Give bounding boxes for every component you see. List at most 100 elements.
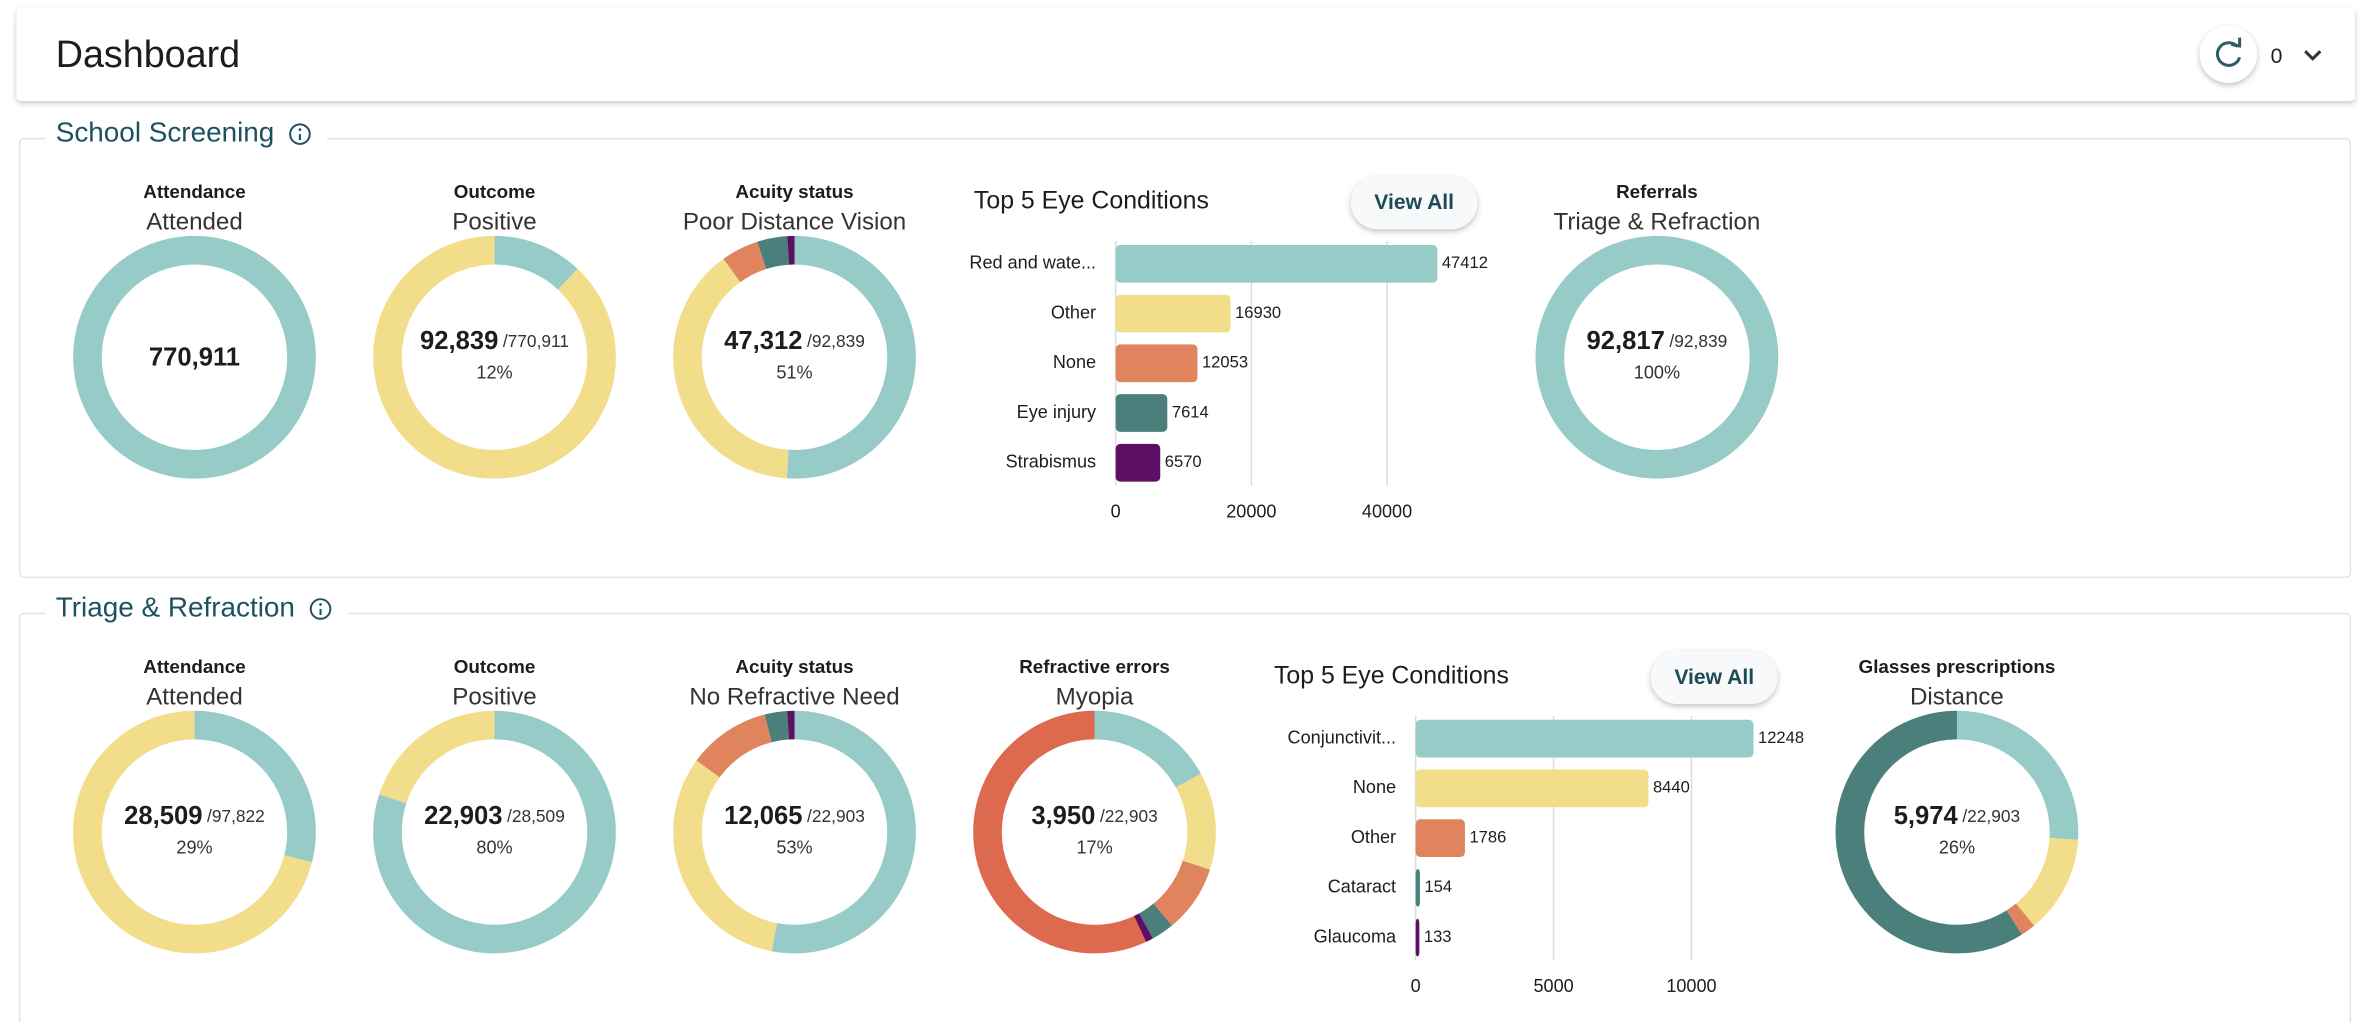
card-heading: Acuity status bbox=[735, 656, 853, 677]
donut-card: Referrals Triage & Refraction 92,817/92,83… bbox=[1535, 181, 1779, 479]
header: Dashboard 0 bbox=[16, 7, 2355, 101]
donut-total: /28,509 bbox=[507, 806, 565, 826]
donut-value: 28,509 bbox=[124, 802, 202, 830]
donut-total: /92,839 bbox=[1669, 331, 1727, 351]
refresh-arrow[interactable] bbox=[2231, 37, 2242, 48]
card-heading: Attendance bbox=[143, 181, 246, 202]
donut-center-value: 5,974/22,903 bbox=[1894, 802, 2020, 830]
view-all-button[interactable]: View All bbox=[1650, 651, 1778, 704]
donut-center-value: 47,312/92,839 bbox=[724, 327, 865, 355]
section: School Screening Attendance Attended 770,91… bbox=[18, 117, 2352, 579]
donut-segment bbox=[73, 710, 316, 954]
section-title-bg bbox=[45, 117, 328, 154]
donut-total: /22,903 bbox=[1100, 806, 1158, 826]
chart-title: Top 5 Eye Conditions bbox=[1274, 661, 1509, 689]
refresh-circle[interactable] bbox=[2199, 25, 2257, 83]
bar-chart-card: Top 5 Eye Conditions View All 0 5000 10000 Co… bbox=[1274, 651, 1804, 996]
bar-value-label: 6570 bbox=[1165, 452, 1202, 471]
donut-card: Attendance Attended 770,911 bbox=[73, 181, 316, 479]
donut-center-value: 28,509/97,822 bbox=[124, 802, 265, 830]
donut-segment bbox=[73, 235, 316, 479]
bar bbox=[1415, 819, 1465, 857]
card-heading: Refractive errors bbox=[1019, 656, 1170, 677]
donut-percent: 53% bbox=[776, 837, 812, 857]
x-tick-label: 5000 bbox=[1533, 976, 1573, 996]
donut-center-value: 92,817/92,839 bbox=[1587, 327, 1728, 355]
donut-total: /22,903 bbox=[1962, 806, 2020, 826]
x-tick-label: 0 bbox=[1411, 976, 1421, 996]
card-heading: Outcome bbox=[454, 181, 536, 202]
donut-card: Outcome Positive 22,903/28,509 80% bbox=[373, 656, 616, 954]
donut-percent: 100% bbox=[1634, 363, 1680, 383]
card-subtitle: Attended bbox=[146, 683, 243, 710]
donut-segment bbox=[373, 235, 616, 479]
bar bbox=[1415, 918, 1420, 957]
bar bbox=[1415, 719, 1754, 758]
card-heading: Acuity status bbox=[735, 181, 853, 202]
section-box bbox=[18, 137, 2352, 579]
card-subtitle: Positive bbox=[452, 683, 536, 710]
bar-value-label: 8440 bbox=[1653, 778, 1690, 797]
donut-segment bbox=[373, 710, 616, 954]
card-heading: Outcome bbox=[454, 656, 536, 677]
card-subtitle: Myopia bbox=[1056, 683, 1134, 710]
donut-center-value: 92,839/770,911 bbox=[420, 327, 569, 355]
view-all-label[interactable]: View All bbox=[1674, 666, 1754, 689]
info-icon-dot bbox=[319, 603, 322, 606]
x-tick-label: 40000 bbox=[1362, 501, 1412, 521]
view-all-button[interactable]: View All bbox=[1350, 176, 1478, 230]
bar bbox=[1415, 869, 1420, 907]
donut-value: 92,839 bbox=[420, 327, 498, 355]
donut-center-value: 12,065/22,903 bbox=[724, 802, 865, 830]
donut-center-value: 3,950/22,903 bbox=[1031, 802, 1157, 830]
y-tick-label: Other bbox=[1051, 302, 1096, 322]
section-title: Triage & Refraction bbox=[56, 591, 295, 622]
info-icon-dot bbox=[298, 128, 302, 131]
bar-value-label: 7614 bbox=[1172, 402, 1209, 421]
refresh-button[interactable] bbox=[2199, 25, 2257, 83]
card-subtitle: Attended bbox=[146, 208, 243, 235]
refresh-icon[interactable] bbox=[2215, 41, 2242, 67]
chart-title: Top 5 Eye Conditions bbox=[974, 187, 1209, 215]
bar bbox=[1115, 294, 1231, 333]
bar bbox=[1115, 443, 1161, 482]
donut-card: Glasses prescriptions Distance 5,974/22,90… bbox=[1835, 656, 2079, 954]
donut-percent: 26% bbox=[1939, 837, 1975, 857]
section-title: School Screening bbox=[56, 117, 275, 148]
card-heading: Referrals bbox=[1616, 181, 1698, 202]
expand-chevron[interactable] bbox=[2304, 50, 2322, 61]
header-card bbox=[16, 7, 2355, 101]
info-icon[interactable] bbox=[309, 598, 332, 620]
donut-value: 5,974 bbox=[1894, 802, 1959, 830]
view-all-bg[interactable] bbox=[1350, 176, 1478, 230]
donut-segment bbox=[673, 710, 916, 954]
donut-value: 92,817 bbox=[1587, 327, 1665, 355]
donut-card: Acuity status No Refractive Need 12,065/22… bbox=[673, 656, 916, 954]
x-tick-label: 10000 bbox=[1666, 976, 1716, 996]
view-all-label[interactable]: View All bbox=[1374, 191, 1454, 214]
bar-value-label: 12248 bbox=[1758, 728, 1804, 747]
donut-segment bbox=[673, 235, 916, 479]
bar bbox=[1115, 344, 1198, 383]
donut-segment bbox=[973, 710, 1216, 954]
donut-total: /97,822 bbox=[207, 806, 265, 826]
card-subtitle: Triage & Refraction bbox=[1553, 208, 1760, 235]
y-tick-label: Other bbox=[1351, 827, 1396, 847]
bar-value-label: 47412 bbox=[1442, 253, 1488, 272]
view-all-bg[interactable] bbox=[1650, 651, 1778, 704]
donut-percent: 29% bbox=[176, 837, 212, 857]
badge-count: 0 bbox=[2271, 45, 2283, 68]
bar bbox=[1115, 244, 1438, 283]
donut-card: Refractive errors Myopia 3,950/22,903 17% bbox=[973, 656, 1216, 954]
info-icon[interactable] bbox=[289, 123, 311, 145]
card-heading: Attendance bbox=[143, 656, 246, 677]
donut-percent: 12% bbox=[476, 363, 512, 383]
bar-value-label: 154 bbox=[1424, 877, 1452, 896]
donut-segment bbox=[973, 710, 1216, 954]
y-tick-label: Strabismus bbox=[1006, 452, 1096, 472]
section-box bbox=[18, 612, 2352, 1022]
donut-percent: 51% bbox=[776, 363, 812, 383]
y-tick-label: Glaucoma bbox=[1314, 926, 1397, 946]
